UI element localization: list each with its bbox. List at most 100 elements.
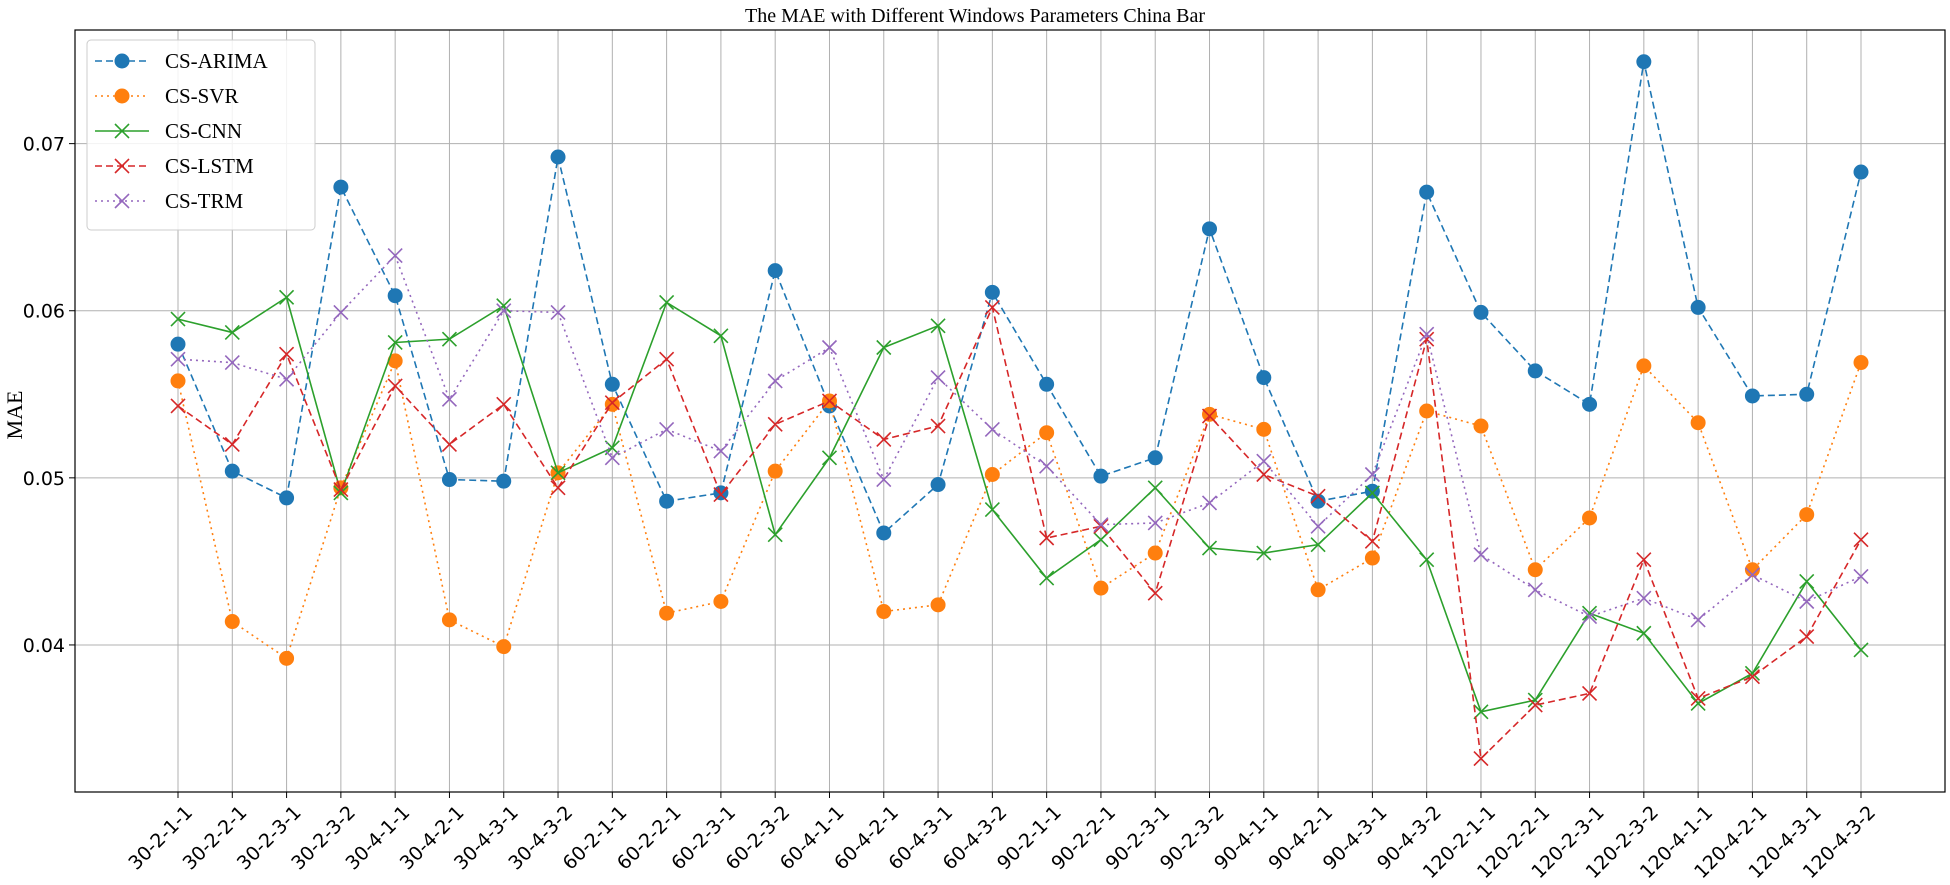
data-point-cs-trm	[1147, 515, 1163, 531]
data-point-cs-svr	[1310, 582, 1326, 598]
data-point-cs-svr	[984, 467, 1000, 482]
legend-item-cs-cnn: CS-CNN	[95, 119, 242, 143]
data-point-cs-svr	[930, 597, 946, 613]
data-point-cs-lstm	[1690, 690, 1706, 706]
legend-marker	[114, 158, 130, 174]
data-point-cs-cnn	[441, 331, 458, 347]
data-point-cs-trm	[170, 351, 186, 367]
chart-title: The MAE with Different Windows Parameter…	[745, 5, 1205, 27]
data-point-cs-arima	[224, 463, 240, 479]
data-point-cs-cnn	[1147, 480, 1163, 496]
data-point-cs-arima	[387, 288, 403, 304]
y-axis-label: MAE	[2, 391, 27, 440]
data-point-cs-cnn	[1581, 605, 1598, 621]
data-point-cs-arima	[604, 376, 620, 392]
series-line-cs-svr	[177, 358, 1862, 660]
data-point-cs-cnn	[224, 324, 240, 341]
data-point-cs-arima	[1799, 386, 1815, 402]
data-point-cs-svr	[224, 614, 240, 630]
data-point-cs-trm	[279, 371, 295, 387]
legend-item-cs-svr: CS-SVR	[95, 84, 239, 108]
data-point-cs-lstm	[821, 393, 838, 409]
data-point-cs-trm	[1039, 458, 1055, 474]
data-point-cs-lstm	[1093, 518, 1109, 534]
data-point-cs-svr	[1147, 545, 1163, 561]
series-cs-lstm	[170, 299, 1869, 767]
data-point-cs-lstm	[604, 395, 620, 411]
data-point-cs-arima	[1256, 370, 1272, 386]
data-point-cs-lstm	[1636, 552, 1652, 568]
data-point-cs-svr	[876, 604, 892, 620]
data-point-cs-lstm	[713, 486, 729, 503]
data-point-cs-lstm	[496, 396, 512, 412]
data-point-cs-svr	[1093, 580, 1109, 596]
data-point-cs-arima	[930, 477, 946, 493]
data-point-cs-arima	[1690, 299, 1706, 315]
data-point-cs-svr	[1473, 418, 1489, 434]
data-point-cs-svr	[441, 612, 457, 628]
legend-label: CS-LSTM	[165, 154, 254, 178]
data-point-cs-lstm	[279, 346, 295, 362]
data-point-cs-lstm	[441, 436, 458, 452]
data-point-cs-arima	[279, 490, 295, 506]
data-point-cs-svr	[1039, 425, 1055, 441]
legend-label: CS-SVR	[165, 84, 239, 108]
legend-item-cs-arima: CS-ARIMA	[95, 49, 269, 73]
data-point-cs-trm	[1419, 326, 1435, 342]
y-tick-label: 0.06	[23, 301, 65, 323]
data-point-cs-lstm	[1039, 530, 1055, 546]
data-point-cs-arima	[1093, 468, 1109, 484]
plot-frame	[74, 29, 1946, 793]
data-point-cs-arima	[1202, 221, 1218, 237]
data-point-cs-svr	[1419, 403, 1435, 419]
data-point-cs-arima	[659, 493, 675, 509]
data-point-cs-arima	[496, 473, 512, 489]
legend-item-cs-trm: CS-TRM	[95, 189, 244, 213]
data-point-cs-lstm	[876, 431, 892, 447]
data-point-cs-arima	[1310, 493, 1326, 509]
data-point-cs-lstm	[1256, 466, 1272, 483]
data-point-cs-trm	[821, 339, 838, 356]
data-point-cs-trm	[713, 443, 729, 459]
legend-marker	[114, 88, 130, 104]
data-point-cs-cnn	[279, 289, 295, 305]
data-point-cs-lstm	[659, 351, 675, 367]
data-point-cs-lstm	[1744, 669, 1760, 685]
data-point-cs-svr	[1799, 507, 1815, 523]
data-point-cs-svr	[1256, 421, 1272, 437]
data-point-cs-arima	[1039, 376, 1055, 392]
data-point-cs-arima	[1527, 363, 1543, 379]
y-tick-label: 0.07	[23, 134, 65, 156]
data-point-cs-arima	[984, 284, 1000, 300]
data-point-cs-cnn	[333, 485, 349, 501]
data-point-cs-cnn	[1256, 545, 1272, 561]
data-point-cs-trm	[659, 421, 675, 437]
data-point-cs-trm	[1201, 495, 1218, 511]
data-point-cs-trm	[1093, 517, 1109, 533]
data-point-cs-svr	[1853, 355, 1869, 371]
data-point-cs-cnn	[767, 527, 783, 543]
legend-marker	[114, 53, 130, 69]
data-point-cs-svr	[713, 594, 729, 609]
data-point-cs-trm	[984, 421, 1000, 437]
series-cs-trm	[170, 248, 1869, 628]
data-point-cs-trm	[604, 450, 620, 466]
data-point-cs-lstm	[1799, 629, 1815, 645]
data-point-cs-lstm	[1581, 685, 1598, 701]
data-point-cs-arima	[1853, 164, 1869, 180]
data-point-cs-lstm	[1364, 533, 1380, 549]
data-point-cs-lstm	[1419, 331, 1435, 347]
data-point-cs-cnn	[1310, 537, 1326, 553]
data-point-cs-svr	[1202, 406, 1218, 422]
data-point-cs-svr	[1690, 415, 1706, 431]
legend-item-cs-lstm: CS-LSTM	[95, 154, 254, 178]
data-point-cs-lstm	[1853, 532, 1869, 548]
series-line-cs-arima	[177, 61, 1862, 535]
data-point-cs-svr	[279, 650, 295, 666]
data-point-cs-trm	[1473, 547, 1489, 563]
data-point-cs-cnn	[1201, 540, 1218, 556]
legend: CS-ARIMA CS-SVR CS-CNN CS-LSTM CS-TRM	[86, 39, 316, 231]
grid-layer	[75, 30, 1945, 792]
data-point-cs-arima	[170, 336, 186, 352]
